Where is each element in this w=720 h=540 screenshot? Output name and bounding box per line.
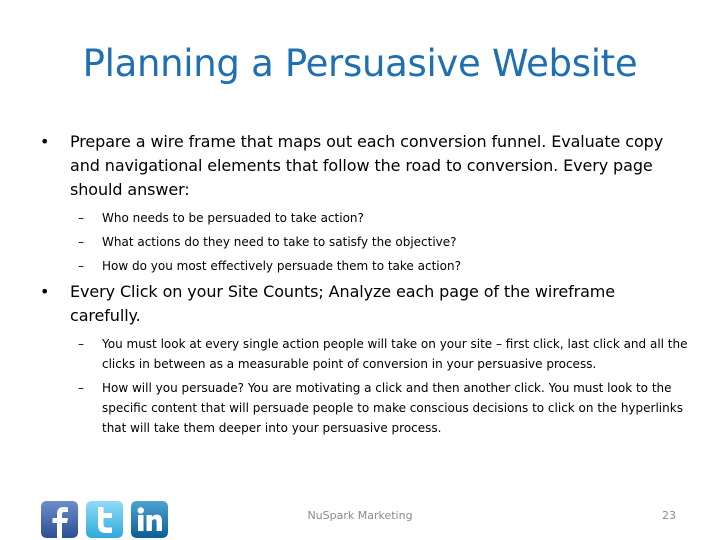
bullet-text: Every Click on your Site Counts; Analyze…: [70, 282, 616, 325]
sub-bullet-dash: –: [78, 337, 84, 351]
sub-bullet-text: How will you persuade? You are motivatin…: [102, 381, 683, 435]
slide-content: • Prepare a wire frame that maps out eac…: [38, 130, 688, 442]
page-number: 23: [662, 509, 676, 522]
sub-bullet-item: – You must look at every single action p…: [38, 334, 688, 374]
sub-bullet-text: What actions do they need to take to sat…: [102, 235, 457, 249]
sub-bullet-dash: –: [78, 235, 84, 249]
bullet-item: • Prepare a wire frame that maps out eac…: [38, 130, 688, 202]
twitter-icon[interactable]: [86, 501, 123, 538]
slide-title: Planning a Persuasive Website: [82, 42, 638, 85]
bullet-text: Prepare a wire frame that maps out each …: [70, 132, 664, 199]
sub-bullet-item: – What actions do they need to take to s…: [38, 232, 688, 252]
linkedin-icon[interactable]: [131, 501, 168, 538]
sub-bullet-item: – How do you most effectively persuade t…: [38, 256, 688, 276]
sub-bullet-text: Who needs to be persuaded to take action…: [102, 211, 364, 225]
sub-bullet-item: – How will you persuade? You are motivat…: [38, 378, 688, 438]
sub-bullet-item: – Who needs to be persuaded to take acti…: [38, 208, 688, 228]
sub-bullet-dash: –: [78, 211, 84, 225]
bullet-item: • Every Click on your Site Counts; Analy…: [38, 280, 688, 328]
sub-bullet-dash: –: [78, 381, 84, 395]
sub-bullet-text: How do you most effectively persuade the…: [102, 259, 461, 273]
bullet-dot: •: [40, 132, 50, 151]
bullet-dot: •: [40, 282, 50, 301]
sub-bullet-dash: –: [78, 259, 84, 273]
facebook-icon[interactable]: [41, 501, 78, 538]
sub-bullet-text: You must look at every single action peo…: [102, 337, 688, 371]
footer-text: NuSpark Marketing: [307, 509, 413, 522]
